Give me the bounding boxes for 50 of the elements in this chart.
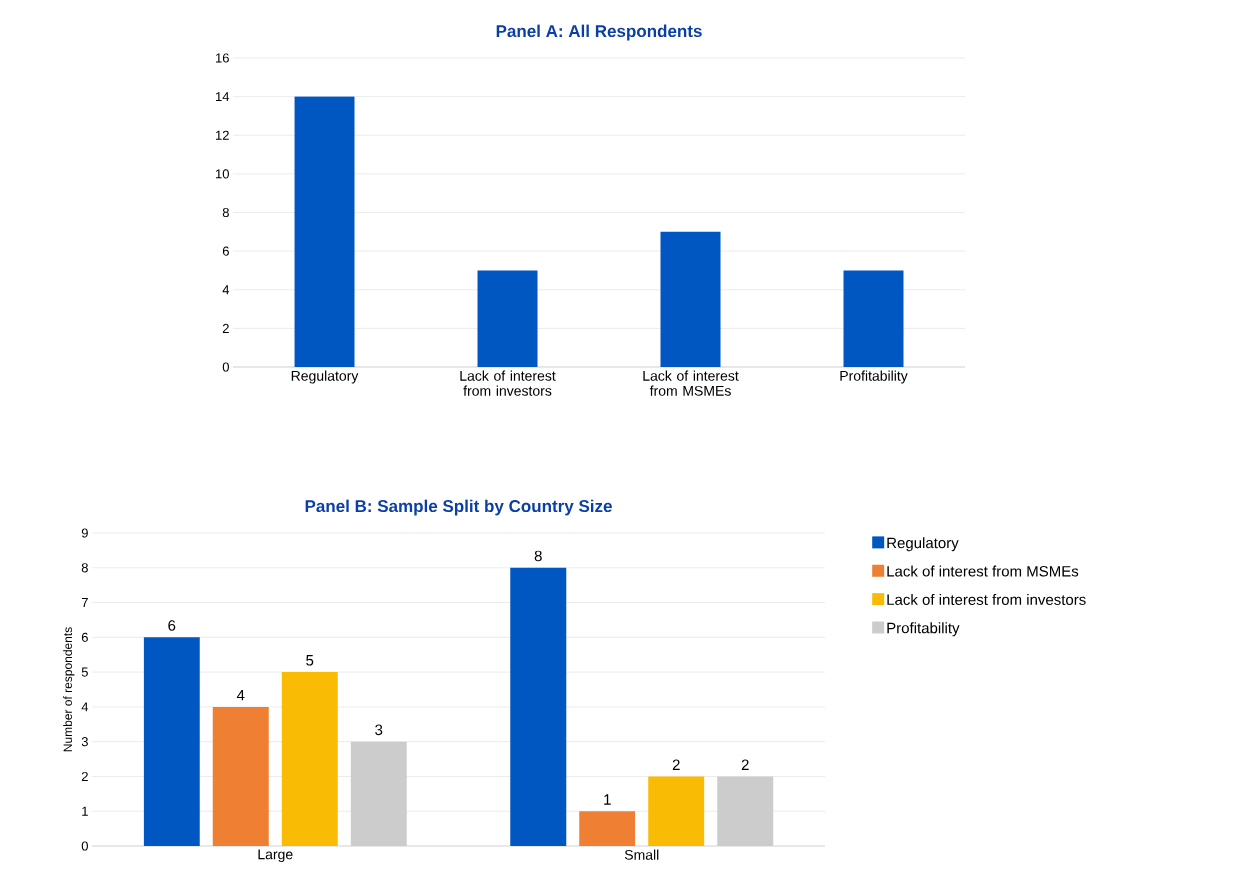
y-tick-label: 0 <box>81 841 88 851</box>
data-label: 5 <box>306 655 314 666</box>
legend-label: Regulatory <box>887 537 959 552</box>
y-tick-label: 6 <box>81 632 88 642</box>
legend-label: Profitability <box>887 622 960 637</box>
bar <box>510 567 567 846</box>
data-label: 2 <box>741 759 749 770</box>
chart-title: Panel A: All Respondents <box>496 24 702 41</box>
y-tick-label: 4 <box>222 285 230 295</box>
bar <box>281 672 338 846</box>
y-tick-label: 7 <box>81 598 88 608</box>
bar <box>477 270 538 367</box>
x-tick-label: Lack of interest from investors <box>460 370 556 396</box>
y-tick-label: 5 <box>81 667 88 677</box>
y-tick-label: 14 <box>216 92 230 102</box>
x-tick-label: Profitability <box>840 370 908 384</box>
legend-label: Lack of interest from MSMEs <box>887 565 1079 577</box>
x-tick-label: Small <box>624 849 659 860</box>
data-label: 3 <box>375 724 383 736</box>
bar <box>212 706 269 846</box>
bar <box>143 637 200 846</box>
y-tick-label: 3 <box>81 737 88 747</box>
data-label: 8 <box>534 550 542 562</box>
bar <box>579 811 636 846</box>
y-tick-label: 12 <box>216 130 229 140</box>
y-tick-label: 8 <box>222 207 229 218</box>
y-tick-label: 2 <box>222 323 229 333</box>
chart-title: Panel B: Sample Split by Country Size <box>305 499 612 516</box>
data-label: 1 <box>604 794 611 805</box>
bar <box>648 776 705 846</box>
y-tick-label: 1 <box>82 806 88 816</box>
bar <box>660 231 721 367</box>
y-axis-title: Number of respondents <box>63 627 75 752</box>
legend-label: Lack of interest from investors <box>887 593 1086 605</box>
data-label: 4 <box>236 690 245 701</box>
y-tick-label: 6 <box>222 246 229 256</box>
y-tick-label: 2 <box>81 771 88 781</box>
bar <box>843 270 904 367</box>
x-tick-label: Large <box>258 849 293 863</box>
y-tick-label: 16 <box>216 53 229 63</box>
x-tick-label: Lack of interest from MSMEs <box>643 370 739 396</box>
x-tick-label: Regulatory <box>291 370 359 384</box>
y-tick-label: 4 <box>81 702 89 712</box>
y-tick-label: 10 <box>216 169 229 179</box>
data-label: 6 <box>168 620 176 631</box>
y-tick-label: 9 <box>81 528 88 538</box>
data-label: 2 <box>672 759 680 770</box>
y-tick-label: 0 <box>222 362 229 372</box>
y-tick-label: 8 <box>81 563 88 573</box>
bar <box>294 96 355 367</box>
